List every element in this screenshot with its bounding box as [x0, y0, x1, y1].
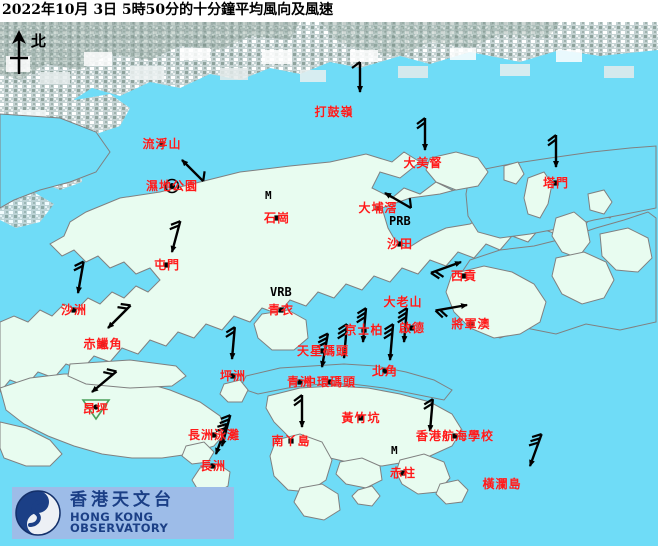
hko-logo-icon [12, 487, 64, 539]
wind-barb [219, 414, 232, 447]
station-marker[interactable] [297, 379, 303, 385]
station-label: 長洲泳灘 [188, 428, 241, 442]
station-marker[interactable] [278, 307, 284, 313]
station-label: 沙田 [387, 237, 414, 251]
wind-barb [107, 302, 132, 329]
station-label: 大美督 [403, 156, 443, 170]
station-marker[interactable] [230, 373, 236, 379]
station-label: 大老山 [383, 295, 423, 309]
station-marker[interactable] [81, 399, 111, 421]
station-marker[interactable] [274, 215, 280, 221]
station-marker[interactable] [159, 141, 165, 147]
station-marker[interactable] [320, 348, 326, 354]
wind-barb [214, 422, 229, 455]
station-marker[interactable] [409, 325, 415, 331]
station-label: 流浮山 [142, 137, 182, 151]
station-marker[interactable] [382, 368, 388, 374]
station-marker[interactable] [288, 438, 294, 444]
station-marker[interactable] [553, 180, 559, 186]
station-label: 北角 [372, 364, 399, 378]
station-label: 將軍澳 [451, 317, 491, 331]
wind-barb [397, 307, 409, 343]
station-marker-letter: M [391, 444, 398, 457]
wind-barb [547, 134, 559, 168]
station-label: 坪洲 [220, 369, 247, 383]
wind-barb [416, 117, 428, 151]
wind-barb [169, 220, 182, 253]
station-label: 橫瀾島 [482, 477, 522, 491]
station-marker[interactable] [327, 379, 333, 385]
station-marker[interactable] [211, 432, 217, 438]
wind-barb [293, 394, 305, 428]
station-label: 西貢 [451, 269, 478, 283]
station-label: 青洲 [287, 375, 314, 389]
station-label: 天星碼頭 [297, 344, 350, 358]
station-marker[interactable] [71, 307, 77, 313]
station-marker[interactable] [452, 433, 458, 439]
station-label: 中環碼頭 [304, 375, 357, 389]
hko-logo: 香港天文台 HONG KONG OBSERVATORY [12, 487, 234, 539]
station-marker[interactable] [468, 321, 474, 327]
station-label: 沙洲 [61, 303, 88, 317]
map-geography [0, 22, 658, 546]
station-label: 濕地公園 [146, 179, 199, 193]
hko-logo-cn: 香港天文台 [70, 489, 175, 510]
station-label: PRB [389, 214, 411, 228]
station-label: 石崗 [264, 211, 291, 225]
wind-barb [528, 433, 543, 467]
station-label: 屯門 [154, 258, 181, 272]
station-marker-layer [71, 141, 559, 476]
station-label: 黃竹坑 [341, 411, 381, 425]
wind-barb [351, 61, 363, 93]
wind-barb [225, 326, 236, 360]
page-title: 2022年10月 3日 5時50分的十分鐘平均風向及風速 [0, 0, 658, 22]
station-label: 啟德 [399, 321, 426, 335]
station-marker[interactable] [400, 470, 406, 476]
wind-barb [181, 159, 206, 183]
wind-barb [434, 303, 468, 319]
station-marker[interactable] [375, 205, 381, 211]
station-marker[interactable] [164, 262, 170, 268]
station-label: 京士柏 [344, 323, 384, 337]
wind-barb [91, 368, 118, 393]
station-label: 香港航海學校 [416, 429, 495, 443]
station-marker[interactable] [210, 463, 216, 469]
station-marker[interactable] [461, 273, 467, 279]
station-label: 赤鱲角 [83, 337, 123, 351]
wind-barb [384, 191, 413, 210]
station-marker-letter: M [265, 189, 272, 202]
station-marker[interactable] [397, 241, 403, 247]
station-marker[interactable] [100, 341, 106, 347]
station-label: 青衣 [268, 303, 295, 317]
wind-barb [356, 307, 368, 343]
station-label: 昂坪 [83, 402, 110, 416]
station-label: 赤柱 [390, 466, 417, 480]
station-label: 長洲 [200, 459, 227, 473]
wind-barb-layer [73, 61, 559, 467]
wind-barb [383, 323, 395, 361]
station-marker[interactable] [164, 178, 180, 194]
wind-barb [423, 398, 434, 432]
wind-barb [337, 323, 349, 359]
wind-barb [430, 260, 462, 280]
station-label: VRB [270, 285, 292, 299]
station-label: 南丫島 [271, 434, 311, 448]
wind-barb [73, 260, 85, 294]
map-canvas[interactable]: 北 打鼓嶺 流浮山 濕地公園 石崗 M 大美督 塔門 大埔滘 PRB 沙田 西貢 屯門 沙洲 赤鱲角 青衣 V… [0, 22, 658, 546]
hko-logo-en: HONG KONG OBSERVATORY [70, 509, 169, 535]
station-marker[interactable] [361, 327, 367, 333]
station-marker[interactable] [358, 415, 364, 421]
station-label: 塔門 [543, 176, 570, 190]
station-label: 大埔滘 [358, 201, 398, 215]
station-label: 打鼓嶺 [314, 105, 354, 119]
